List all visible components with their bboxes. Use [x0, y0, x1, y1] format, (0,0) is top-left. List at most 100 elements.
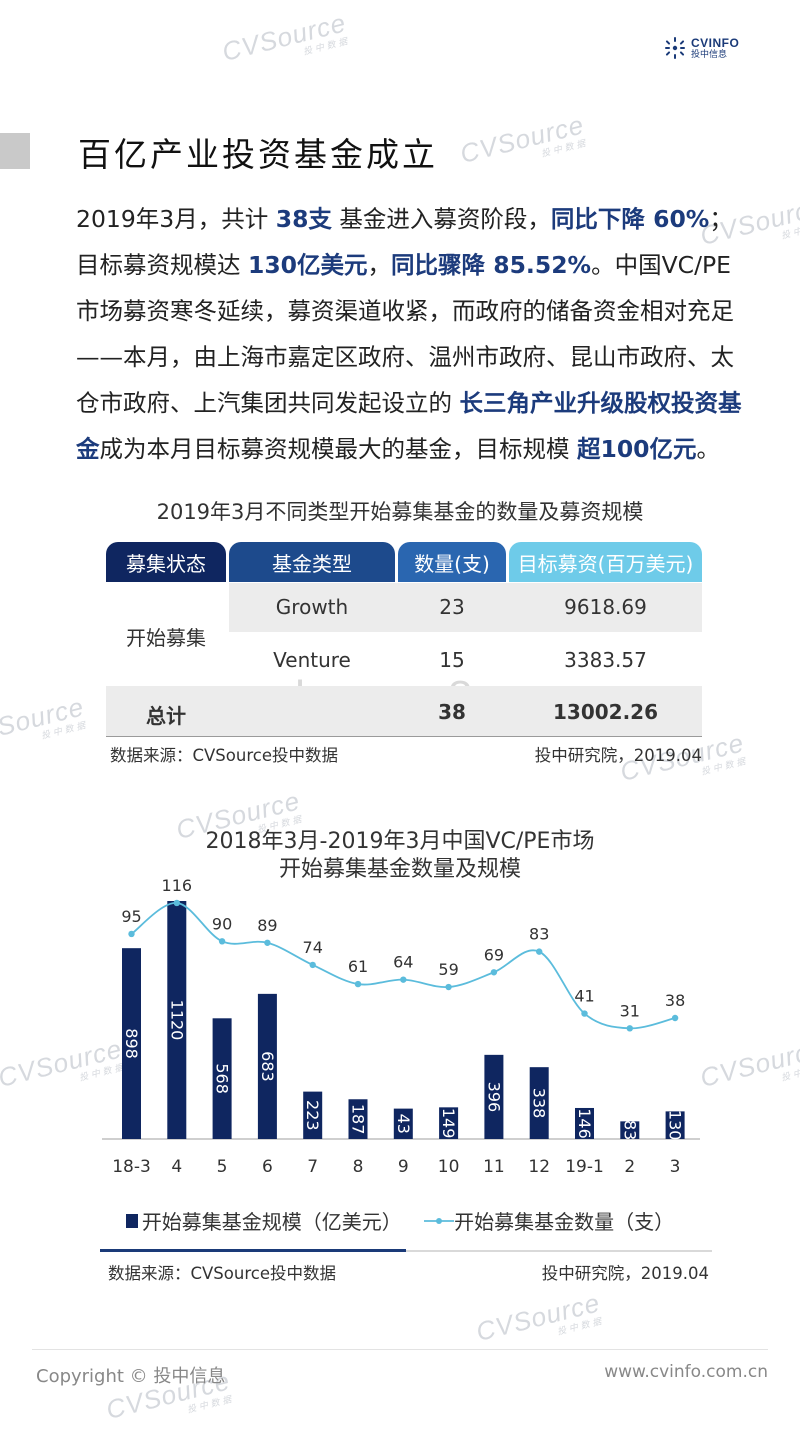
bar-8	[348, 1099, 368, 1139]
footer-rule	[32, 1349, 768, 1350]
count-point-2	[626, 1025, 633, 1032]
paragraph-text: 2019年3月，共计	[76, 205, 276, 233]
bar-19-1	[575, 1107, 594, 1139]
bar-label: 130	[666, 1110, 685, 1141]
count-label: 59	[438, 960, 458, 979]
table-header-amount: 目标募资(百万美元)	[509, 542, 702, 582]
table-status-cell: 开始募集	[126, 626, 206, 650]
bar-5	[212, 1018, 232, 1139]
legend-bar-swatch	[125, 1213, 138, 1228]
table-header-count: 数量(支)	[398, 542, 506, 582]
table-header-type: 基金类型	[229, 542, 395, 582]
count-label: 74	[303, 938, 323, 957]
paragraph-text: 基金进入募资阶段，	[331, 205, 551, 233]
bar-6	[257, 993, 277, 1139]
count-point-8	[354, 980, 362, 988]
legend-item-count: 开始募集基金数量（支）	[424, 1206, 674, 1235]
table-header-status: 募集状态	[106, 542, 226, 582]
watermark: CVSource 投中数据	[473, 1287, 606, 1348]
count-label: 38	[665, 991, 685, 1010]
x-tick-label: 6	[262, 1157, 273, 1177]
count-label: 116	[162, 876, 193, 895]
highlight-text: 130亿美元	[247, 251, 368, 279]
bar-label: 396	[484, 1082, 503, 1113]
count-label: 61	[348, 957, 368, 976]
table-cell-type: Growth	[275, 595, 349, 619]
watermark: CVSource 投中数据	[457, 109, 590, 170]
bar-18-3	[122, 948, 141, 1139]
x-tick-label: 5	[217, 1157, 228, 1177]
x-tick-label: 4	[171, 1157, 182, 1177]
count-point-10	[445, 983, 452, 991]
legend-line-swatch	[424, 1217, 455, 1224]
x-tick-label: 18-3	[112, 1157, 151, 1177]
watermark: CVSource 投中数据	[0, 691, 90, 752]
bar-label: 338	[530, 1088, 549, 1119]
table-cell-amount: 3383.57	[564, 648, 647, 672]
logo: CVINFO 投中信息	[664, 36, 739, 60]
bar-label: 149	[439, 1108, 458, 1139]
count-point-9	[400, 976, 407, 983]
table-source-org: 投中研究院，2019.04	[534, 746, 702, 765]
count-point-5	[218, 938, 226, 945]
table-bottom-rule	[106, 736, 702, 737]
bar-label: 1120	[167, 1000, 186, 1041]
chart-title-line2: 开始募集基金数量及规模	[278, 857, 521, 882]
x-tick-label: 7	[307, 1157, 318, 1177]
chart-rule-dark	[100, 1249, 406, 1252]
paragraph-text: ，	[367, 251, 392, 279]
bar-label: 146	[575, 1108, 594, 1139]
logo-name: CVINFO	[691, 35, 740, 50]
bar-label: 683	[258, 1051, 277, 1082]
count-label: 31	[620, 1001, 640, 1020]
x-tick-label: 11	[483, 1157, 505, 1177]
count-label: 90	[212, 914, 232, 933]
page-title: 百亿产业投资基金成立	[78, 135, 438, 174]
bar-label: 187	[349, 1104, 368, 1135]
table-total-band	[106, 686, 702, 736]
bar-7	[303, 1091, 323, 1139]
bar-label: 223	[303, 1100, 322, 1131]
table-total-amount: 13002.26	[552, 700, 658, 724]
bar-12	[529, 1067, 549, 1139]
watermark: CVSource 投中数据	[219, 7, 351, 76]
bar-3	[665, 1111, 685, 1139]
x-tick-label: 12	[528, 1157, 550, 1177]
x-tick-label: 10	[438, 1157, 460, 1177]
highlight-text: 同比下降 60%	[550, 205, 710, 233]
count-point-3	[671, 1014, 679, 1022]
footer-copyright: Copyright © 投中信息	[36, 1366, 226, 1387]
count-label: 89	[257, 916, 277, 935]
bar-label: 568	[213, 1063, 232, 1094]
bar-10	[439, 1107, 459, 1139]
paragraph-text: 。	[696, 435, 721, 463]
count-label: 69	[484, 945, 504, 964]
chart-legend: 开始募集基金规模（亿美元） 开始募集基金数量（支）	[0, 1206, 800, 1235]
watermark-sub: 投中数据	[302, 35, 352, 57]
bar-label: 83	[620, 1120, 639, 1140]
count-point-7	[309, 961, 316, 969]
table-total-label: 总计	[146, 704, 186, 728]
logo-icon	[665, 37, 685, 59]
footer-url[interactable]: www.cvinfo.com.cn	[604, 1362, 768, 1382]
x-tick-label: 8	[353, 1157, 364, 1177]
paragraph-text: 。中国VC/PE市场募资寒冬延续，募资渠道收紧，而政府的储备资金相对充足——本月…	[76, 251, 734, 417]
table-cell-amount: 9618.69	[564, 595, 647, 619]
x-tick-label: 9	[398, 1157, 409, 1177]
legend-label-count: 开始募集基金数量（支）	[454, 1210, 675, 1234]
count-label: 83	[529, 925, 549, 944]
paragraph-text: 成为本月目标募资规模最大的基金，目标规模	[99, 435, 577, 463]
watermark-brand: CVSource	[219, 7, 350, 68]
x-tick-label: 2	[624, 1157, 635, 1177]
table-source: 数据来源：CVSource投中数据	[110, 746, 338, 765]
logo-sub: 投中信息	[691, 49, 728, 60]
chart-source: 数据来源：CVSource投中数据	[108, 1264, 336, 1283]
bar-11	[484, 1054, 504, 1139]
count-label: 41	[574, 987, 594, 1006]
highlight-text: 超100亿元	[576, 435, 697, 463]
body-paragraph: 2019年3月，共计 38支 基金进入募资阶段，同比下降 60%；目标募资规模达…	[76, 196, 744, 472]
count-label: 64	[393, 953, 413, 972]
legend-item-scale: 开始募集基金规模（亿美元）	[125, 1206, 402, 1235]
table-cell-count: 23	[439, 595, 465, 619]
